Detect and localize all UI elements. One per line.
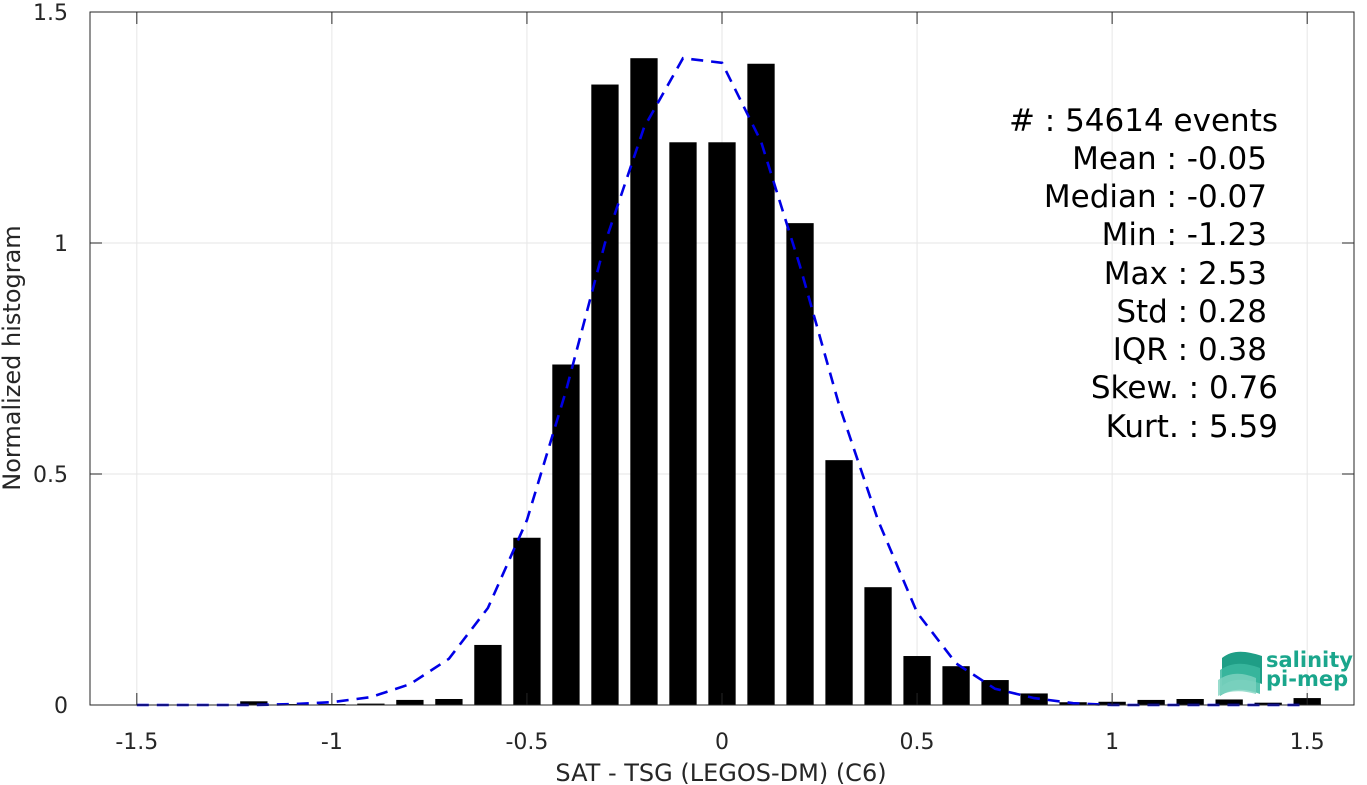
logo-line1: salinity bbox=[1266, 648, 1353, 672]
stat-mean: Mean : -0.05 bbox=[1072, 141, 1267, 177]
histogram-bar bbox=[474, 644, 502, 705]
histogram-bar bbox=[786, 223, 814, 705]
histogram-bar bbox=[630, 58, 658, 705]
histogram-bar bbox=[1137, 699, 1165, 705]
histogram-bars bbox=[240, 58, 1321, 705]
stat-events: # : 54614 events bbox=[1009, 103, 1278, 139]
histogram-bar bbox=[942, 666, 970, 705]
histogram-bar bbox=[435, 698, 463, 705]
x-axis-label: SAT - TSG (LEGOS-DM) (C6) bbox=[555, 759, 886, 785]
histogram-bar bbox=[825, 460, 853, 705]
histogram-bar bbox=[591, 84, 619, 705]
salinity-pimep-logo: salinity pi-mep bbox=[1218, 648, 1353, 696]
histogram-bar bbox=[357, 703, 385, 705]
x-tick-label: 1.5 bbox=[1290, 730, 1325, 755]
y-axis-ticks: 0 0.5 1 1.5 bbox=[33, 1, 1354, 719]
y-axis-label: Normalized histogram bbox=[0, 225, 26, 490]
y-tick-label: 0 bbox=[54, 694, 68, 719]
x-tick-label: -1.5 bbox=[115, 730, 158, 755]
histogram-bar bbox=[864, 587, 892, 705]
x-axis-ticks: -1.5 -1 -0.5 0 0.5 1 1.5 bbox=[115, 12, 1325, 755]
x-tick-label: -1 bbox=[321, 730, 343, 755]
stat-std: Std : 0.28 bbox=[1116, 294, 1267, 330]
x-tick-label: 0 bbox=[715, 730, 729, 755]
x-tick-label: 1 bbox=[1105, 730, 1119, 755]
histogram-bar bbox=[1176, 698, 1204, 705]
stats-box: # : 54614 events Mean : -0.05 Median : -… bbox=[1009, 103, 1278, 445]
histogram-bar bbox=[552, 364, 580, 705]
x-tick-label: 0.5 bbox=[900, 730, 935, 755]
stat-iqr: IQR : 0.38 bbox=[1113, 332, 1267, 368]
stat-max: Max : 2.53 bbox=[1104, 256, 1267, 292]
histogram-bar bbox=[981, 680, 1009, 705]
histogram-bar bbox=[708, 142, 736, 705]
stat-kurt: Kurt. : 5.59 bbox=[1106, 409, 1278, 445]
stat-skew: Skew. : 0.76 bbox=[1091, 370, 1278, 406]
histogram-bar bbox=[513, 537, 541, 705]
logo-line2: pi-mep bbox=[1266, 667, 1348, 691]
y-tick-label: 0.5 bbox=[33, 463, 68, 488]
histogram-bar bbox=[1215, 699, 1243, 705]
stat-median: Median : -0.07 bbox=[1044, 179, 1267, 215]
histogram-bar bbox=[747, 63, 775, 705]
wave-logo-icon bbox=[1218, 651, 1262, 696]
y-tick-label: 1.5 bbox=[33, 1, 68, 26]
histogram-bar bbox=[669, 142, 697, 705]
stat-min: Min : -1.23 bbox=[1102, 217, 1267, 253]
y-tick-label: 1 bbox=[54, 232, 68, 257]
x-tick-label: -0.5 bbox=[505, 730, 548, 755]
histogram-bar bbox=[240, 701, 268, 705]
histogram-bar bbox=[396, 699, 424, 705]
